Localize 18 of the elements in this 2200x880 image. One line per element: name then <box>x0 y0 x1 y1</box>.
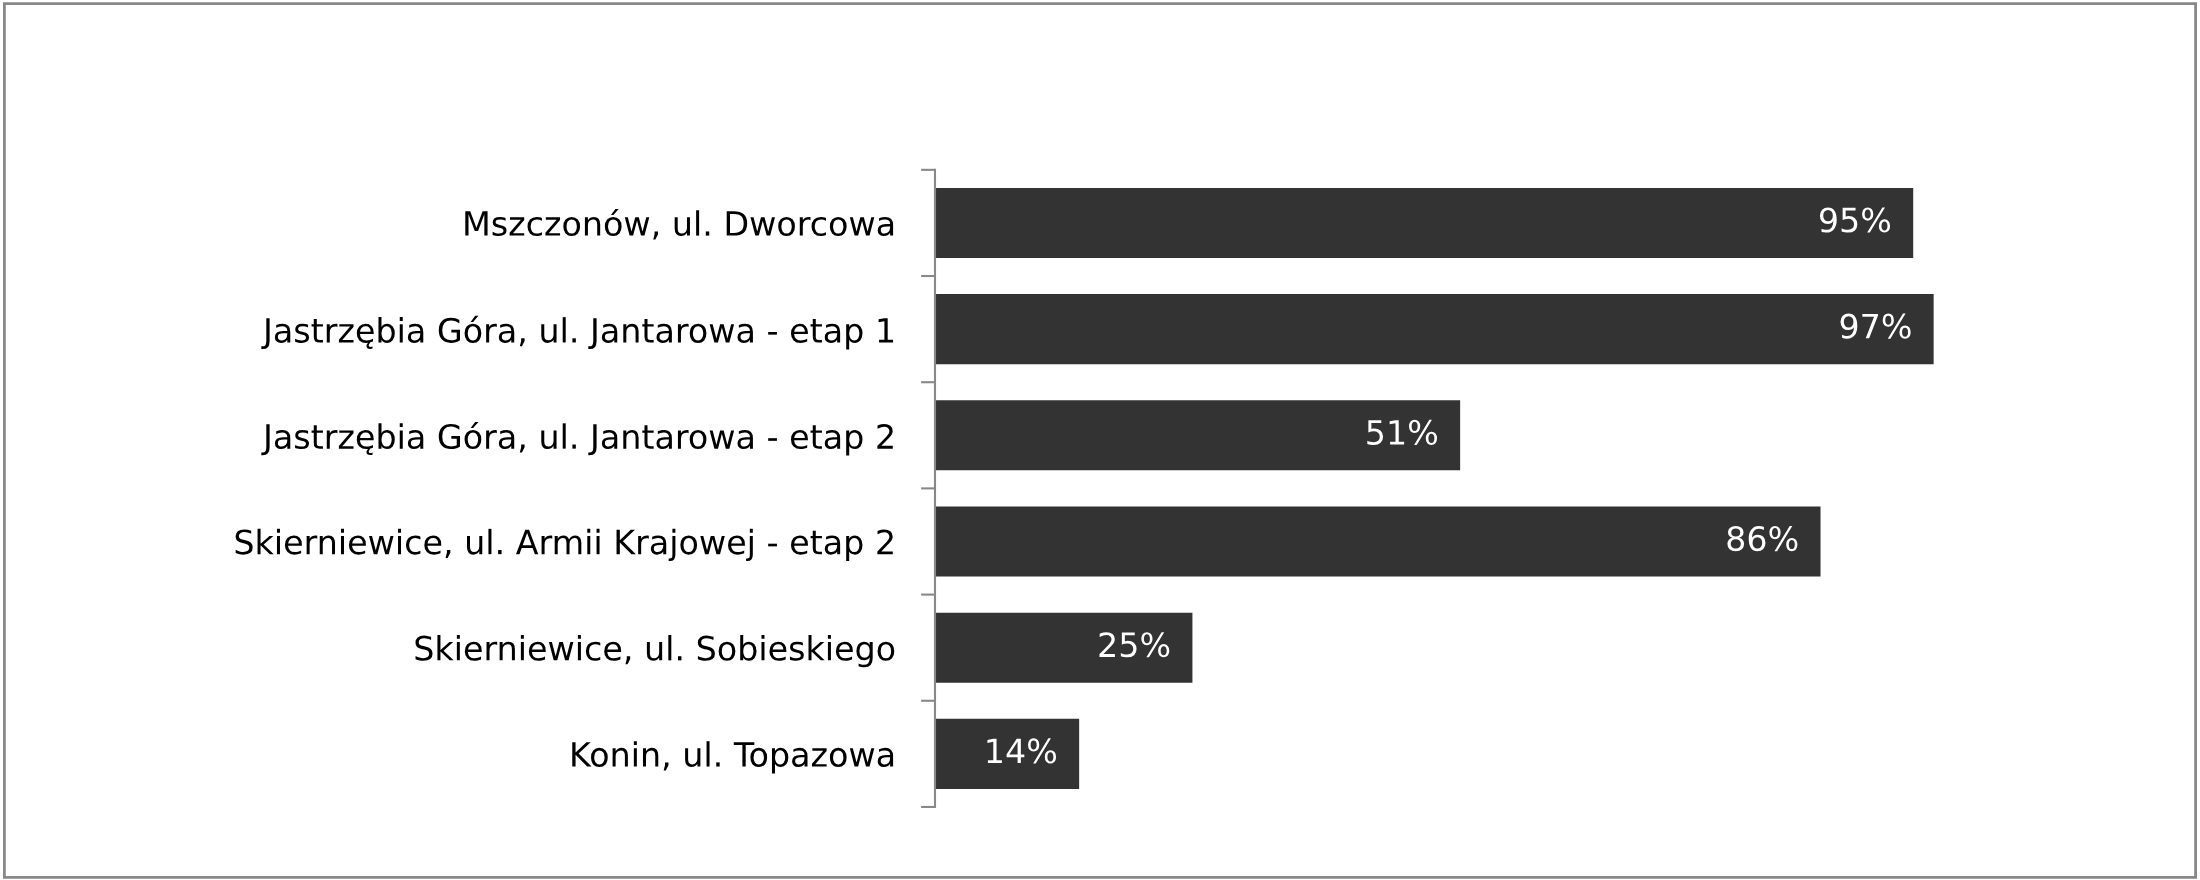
data-label: 95% <box>1819 207 1891 233</box>
y-tick-label: Konin, ul. Topazowa <box>572 741 894 774</box>
bar <box>935 718 1080 789</box>
data-label: 51% <box>1367 419 1438 445</box>
y-tick-label: Jastrzębia Góra, ul. Jantarowa - etap 2 <box>261 421 893 456</box>
y-tick-label: Skierniewice, ul. Armii Krajowej - etap 2 <box>235 528 893 562</box>
data-label: 25% <box>1099 632 1170 658</box>
data-label: 86% <box>1727 525 1798 552</box>
y-tick-label: Mszczonów, ul. Dworcowa <box>465 208 894 240</box>
bar <box>935 187 1914 258</box>
data-label: 14% <box>987 738 1057 764</box>
bar <box>935 612 1193 683</box>
bar <box>935 400 1461 471</box>
y-tick-label: Skierniewice, ul. Sobieskiego <box>415 635 895 668</box>
data-label: 97% <box>1840 313 1911 339</box>
bar <box>935 506 1821 577</box>
bar <box>935 294 1934 365</box>
y-tick-label: Jastrzębia Góra, ul. Jantarowa - etap 1 <box>261 315 894 350</box>
